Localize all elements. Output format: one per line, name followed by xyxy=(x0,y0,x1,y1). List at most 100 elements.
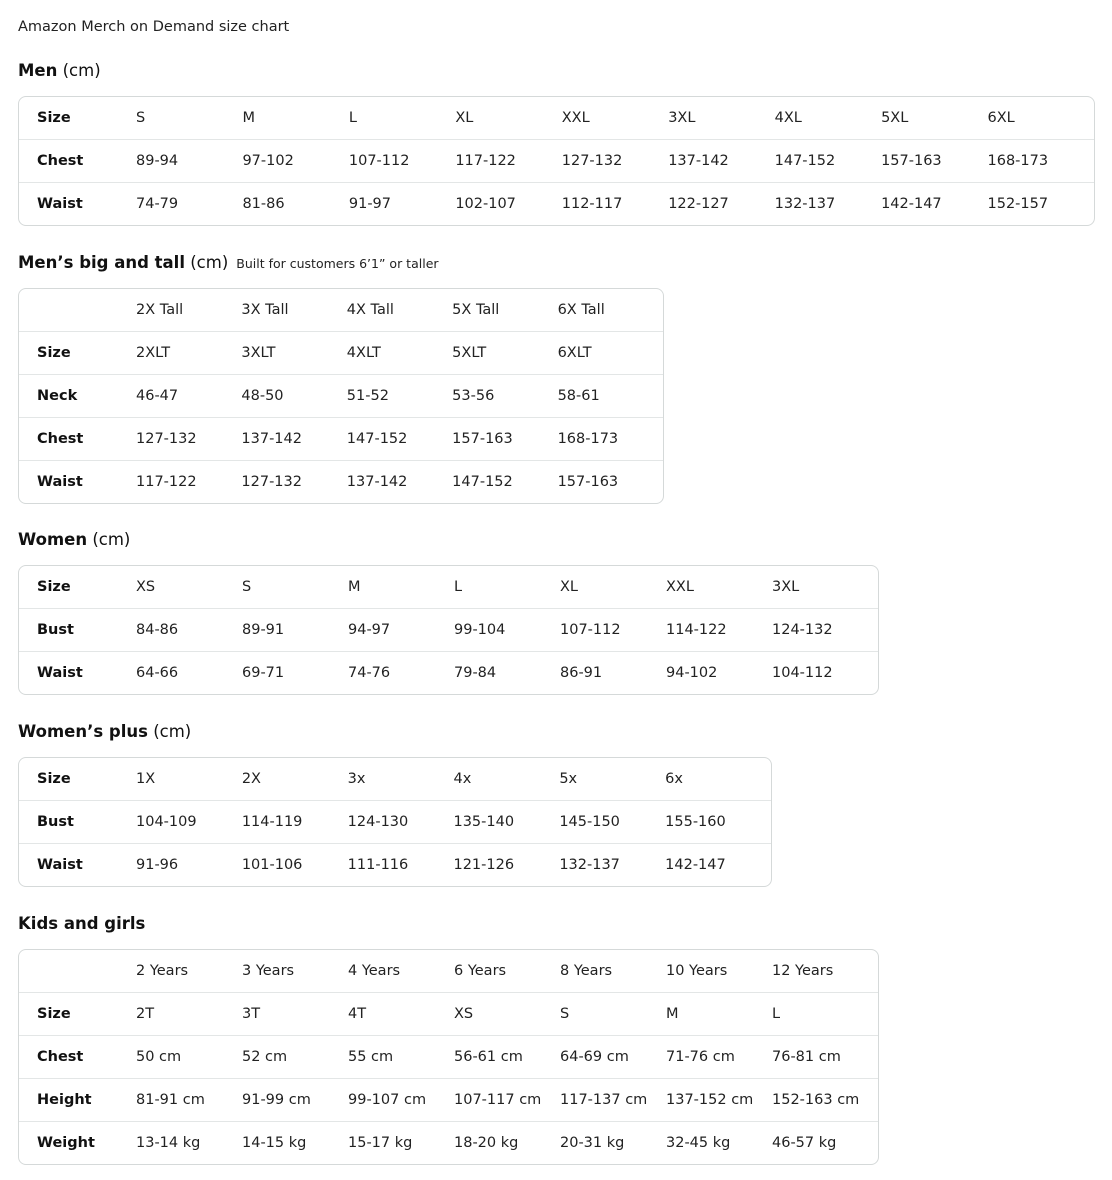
table-cell: 111-116 xyxy=(347,857,409,873)
row-label: Waist xyxy=(37,196,83,212)
section-unit: (cm) xyxy=(190,253,229,272)
table-row: Neck 46-47 48-50 51-52 53-56 58-61 xyxy=(19,375,663,418)
table-cell: XS xyxy=(136,566,242,609)
row-label: Bust xyxy=(19,801,136,844)
table-cell: 117-137 cm xyxy=(560,1079,666,1122)
table-cell: 6 Years xyxy=(454,950,560,993)
table-cell: 20-31 kg xyxy=(560,1135,625,1151)
table-cell: 157-163 xyxy=(881,140,988,183)
table-cell: XS xyxy=(454,993,560,1036)
table-cell: 74-79 xyxy=(136,196,179,212)
table-cell: 145-150 xyxy=(559,801,666,844)
row-label: Waist xyxy=(37,857,83,873)
row-label: Neck xyxy=(19,375,136,418)
row-label: Waist xyxy=(37,474,83,490)
table-row: Size S M L XL XXL 3XL 4XL 5XL 6XL xyxy=(19,97,1094,140)
table-cell: 117-122 xyxy=(455,140,562,183)
table-cell: 5X Tall xyxy=(452,289,558,332)
table-cell: 4XL xyxy=(774,97,882,140)
table-cell: 4X Tall xyxy=(346,289,453,332)
table-cell: 155-160 xyxy=(665,801,771,844)
table-cell: 55 cm xyxy=(348,1036,454,1079)
size-table: Size S M L XL XXL 3XL 4XL 5XL 6XL Chest 89-94 97-102… xyxy=(18,96,1095,226)
table-row: Bust 104-109 114-119 124-130 135-140 145-150 1… xyxy=(19,801,771,844)
section-title: Women xyxy=(18,530,88,549)
table-cell: 147-152 xyxy=(452,474,513,490)
row-label xyxy=(19,950,136,993)
page-title: Amazon Merch on Demand size chart xyxy=(18,19,290,35)
section-heading: Women (cm) xyxy=(18,530,138,549)
table-row: Weight 13-14 kg 14-15 kg 15-17 kg 18-20 kg 20… xyxy=(19,1122,878,1164)
section-heading: Women’s plus (cm) xyxy=(18,722,199,741)
table-row: Chest 50 cm 52 cm 55 cm 56-61 cm 64-69 cm 71-7… xyxy=(19,1036,878,1079)
table-cell: 99-107 cm xyxy=(348,1079,454,1122)
table-cell: 94-102 xyxy=(666,665,718,681)
table-cell: 137-142 xyxy=(241,418,347,461)
table-cell: L xyxy=(772,993,878,1036)
table-cell: 104-112 xyxy=(772,665,833,681)
table-cell: 132-137 xyxy=(774,196,836,212)
row-label: Size xyxy=(19,993,136,1036)
table-cell: 13-14 kg xyxy=(136,1135,201,1151)
table-row: Size XS S M L XL XXL 3XL xyxy=(19,566,878,609)
table-cell: 81-91 cm xyxy=(136,1079,242,1122)
table-cell: S xyxy=(560,993,666,1036)
row-label: Chest xyxy=(19,140,136,183)
row-label: Size xyxy=(19,566,136,609)
table-cell: 8 Years xyxy=(560,950,666,993)
row-label: Chest xyxy=(19,418,136,461)
table-cell: 127-132 xyxy=(136,418,242,461)
table-cell: 112-117 xyxy=(561,196,623,212)
table-cell: 107-112 xyxy=(348,140,456,183)
table-cell: 102-107 xyxy=(455,196,516,212)
table-cell: 127-132 xyxy=(241,474,302,490)
row-label xyxy=(19,289,136,332)
table-cell: 114-122 xyxy=(666,609,772,652)
table-row: 2X Tall 3X Tall 4X Tall 5X Tall 6X Tall xyxy=(19,289,663,332)
table-cell: XXL xyxy=(561,97,669,140)
table-cell: 4T xyxy=(348,993,454,1036)
table-cell: 58-61 xyxy=(557,375,663,418)
table-cell: 127-132 xyxy=(561,140,669,183)
row-label: Size xyxy=(19,97,136,140)
table-cell: 46-57 kg xyxy=(772,1135,837,1151)
section-unit: (cm) xyxy=(92,530,131,549)
table-row: Size 2T 3T 4T XS S M L xyxy=(19,993,878,1036)
table-cell: 157-163 xyxy=(452,418,558,461)
table-cell: 5XL xyxy=(881,97,988,140)
section-heading: Men’s big and tall (cm) Built for custome… xyxy=(18,253,439,272)
row-label: Bust xyxy=(19,609,136,652)
table-cell: 86-91 xyxy=(560,665,603,681)
table-cell: 6X Tall xyxy=(557,289,663,332)
table-cell: 107-112 xyxy=(560,609,666,652)
table-cell: 71-76 cm xyxy=(666,1036,772,1079)
table-row: Height 81-91 cm 91-99 cm 99-107 cm 107-117 c… xyxy=(19,1079,878,1122)
table-cell: 3XLT xyxy=(241,332,347,375)
row-label: Weight xyxy=(37,1135,95,1151)
table-cell: 6x xyxy=(665,758,771,801)
table-cell: 79-84 xyxy=(454,665,497,681)
size-table: Size XS S M L XL XXL 3XL Bust 84-86 89-91 94-97 99-1… xyxy=(18,565,879,695)
table-cell: 152-163 cm xyxy=(772,1079,878,1122)
table-cell: 3XL xyxy=(668,97,775,140)
table-cell: 5x xyxy=(559,758,666,801)
table-row: Waist 74-79 81-86 91-97 102-107 112-117 122-12… xyxy=(19,183,1094,225)
table-cell: 76-81 cm xyxy=(772,1036,878,1079)
table-cell: 5XLT xyxy=(452,332,558,375)
table-cell: 52 cm xyxy=(242,1036,348,1079)
table-cell: 3X Tall xyxy=(241,289,347,332)
table-cell: 6XLT xyxy=(557,332,663,375)
table-cell: 124-130 xyxy=(347,801,454,844)
table-row: Chest 127-132 137-142 147-152 157-163 168-173 xyxy=(19,418,663,461)
table-cell: 147-152 xyxy=(346,418,453,461)
table-row: Waist 91-96 101-106 111-116 121-126 132-137 14… xyxy=(19,844,771,886)
table-cell: 48-50 xyxy=(241,375,347,418)
table-cell: L xyxy=(454,566,560,609)
table-cell: 2T xyxy=(136,993,242,1036)
table-cell: XL xyxy=(560,566,666,609)
table-cell: 4XLT xyxy=(346,332,453,375)
section-unit: (cm) xyxy=(153,722,192,741)
table-cell: 101-106 xyxy=(241,857,303,873)
table-cell: 2 Years xyxy=(136,950,242,993)
table-cell: 51-52 xyxy=(346,375,453,418)
